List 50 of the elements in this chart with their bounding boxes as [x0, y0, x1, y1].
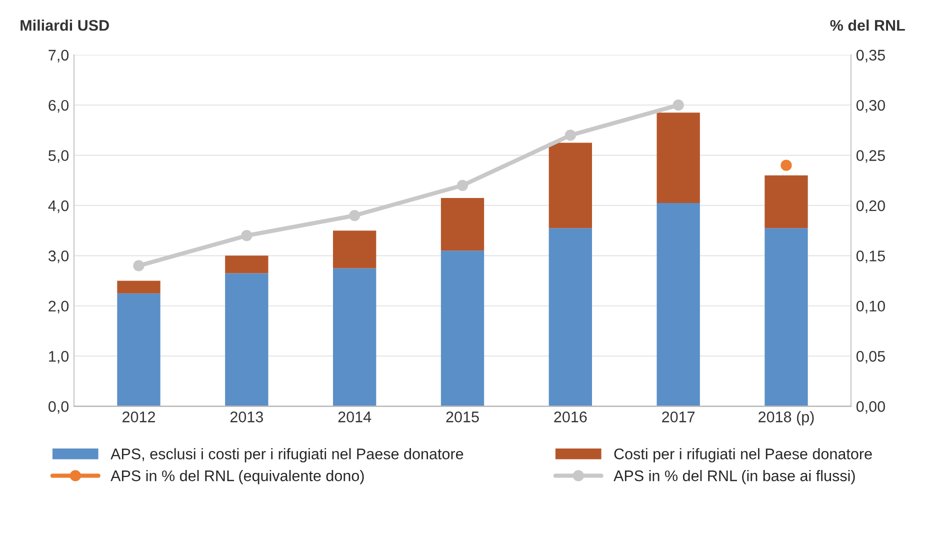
y2-tick-label: 0,00 [856, 401, 885, 414]
bar [548, 228, 592, 406]
bar [656, 202, 700, 406]
point [780, 160, 792, 171]
bar [333, 230, 376, 268]
x-tick-label: 2017 [662, 412, 695, 422]
y2-tick-label: 0,35 [856, 50, 885, 62]
y-tick-label: 5,0 [48, 150, 69, 163]
bar [225, 256, 268, 274]
point [564, 130, 576, 141]
y2-tick-label: 0,15 [856, 250, 885, 264]
legend-label: Costi per i rifugiati nel Paese donatore [614, 448, 872, 462]
y2-tick-label: 0,20 [856, 200, 885, 213]
y-tick-label: 3,0 [48, 250, 69, 264]
legend-label: APS in % del RNL (in base ai flussi) [614, 470, 855, 484]
bar [764, 228, 808, 406]
point [672, 100, 684, 111]
y2-tick-label: 0,30 [856, 100, 885, 113]
y-axis-title: Miliardi USD [20, 20, 109, 31]
y2-tick-label: 0,25 [856, 150, 885, 163]
bar [117, 280, 160, 294]
bar [656, 112, 700, 203]
bar [117, 293, 160, 406]
x-tick-label: 2016 [554, 412, 587, 422]
point [133, 260, 144, 272]
y2-tick-label: 0,10 [856, 300, 885, 314]
legend-label: APS, esclusi i costi per i rifugiati nel Paese donatore [110, 448, 464, 462]
y-tick-label: 7,0 [48, 50, 69, 62]
bar [333, 268, 376, 406]
y-tick-label: 6,0 [48, 100, 69, 113]
x-tick-label: 2018 (p) [758, 411, 814, 426]
point [456, 180, 468, 191]
y-tick-label: 2,0 [48, 300, 69, 314]
bar [440, 250, 484, 406]
y-tick-label: 0,0 [48, 401, 69, 414]
y-tick-label: 4,0 [48, 200, 69, 213]
x-tick-label: 2014 [338, 412, 372, 422]
x-tick-label: 2012 [122, 412, 155, 422]
y2-tick-label: 0,05 [856, 350, 885, 364]
legend-label: APS in % del RNL (equivalente dono) [110, 470, 364, 484]
y2-axis-title: % del RNL [830, 20, 905, 31]
x-tick-label: 2015 [446, 412, 479, 422]
bar [225, 273, 268, 406]
point [349, 210, 360, 222]
point [241, 230, 252, 242]
y-tick-label: 1,0 [49, 350, 69, 364]
bar [764, 175, 808, 228]
bar [440, 198, 484, 251]
x-tick-label: 2013 [230, 412, 263, 422]
bar [548, 142, 592, 228]
